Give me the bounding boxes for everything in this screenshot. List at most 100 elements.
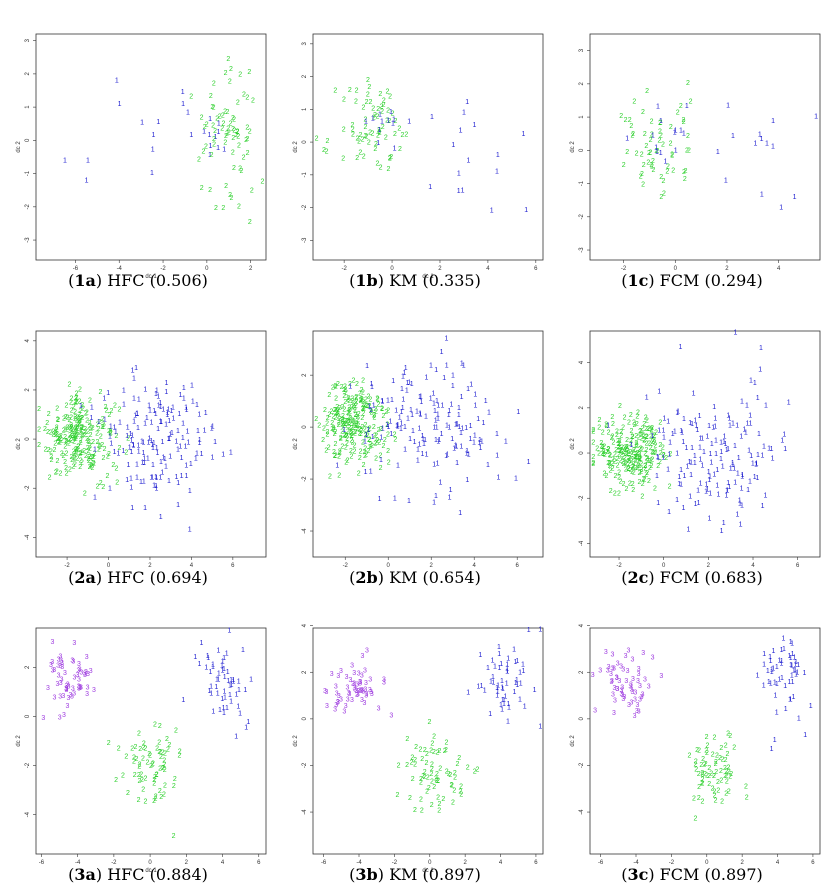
data-point-cluster-2: 2 — [205, 122, 209, 129]
data-point-cluster-2: 2 — [668, 483, 672, 490]
data-point-cluster-2: 2 — [133, 744, 137, 751]
panel-caption: (3c) FCM (0.897) — [621, 865, 763, 884]
data-point-cluster-2: 2 — [336, 409, 340, 416]
data-point-cluster-2: 2 — [452, 788, 456, 795]
data-point-cluster-2: 2 — [643, 477, 647, 484]
data-point-cluster-2: 2 — [340, 417, 344, 424]
data-point-cluster-2: 2 — [644, 463, 648, 470]
data-point-cluster-2: 2 — [720, 798, 724, 805]
data-point-cluster-2: 2 — [377, 427, 381, 434]
data-point-cluster-2: 2 — [343, 418, 347, 425]
plot-frame — [589, 627, 821, 855]
data-point-cluster-1: 1 — [371, 434, 375, 441]
data-point-cluster-1: 1 — [501, 686, 505, 693]
data-point-cluster-3: 3 — [67, 695, 71, 702]
data-point-cluster-1: 1 — [784, 706, 788, 713]
data-point-cluster-2: 2 — [70, 425, 74, 432]
data-point-cluster-2: 2 — [437, 801, 441, 808]
data-point-cluster-2: 2 — [648, 465, 652, 472]
data-point-cluster-2: 2 — [643, 131, 647, 138]
data-point-cluster-1: 1 — [452, 445, 456, 452]
data-point-cluster-2: 2 — [623, 449, 627, 456]
data-point-cluster-1: 1 — [726, 413, 730, 420]
data-point-cluster-1: 1 — [149, 438, 153, 445]
data-point-cluster-2: 2 — [640, 171, 644, 178]
data-point-cluster-2: 2 — [354, 421, 358, 428]
data-point-cluster-3: 3 — [83, 671, 87, 678]
data-point-cluster-2: 2 — [459, 791, 463, 798]
data-point-cluster-2: 2 — [644, 426, 648, 433]
data-point-cluster-1: 1 — [506, 719, 510, 726]
data-point-cluster-2: 2 — [379, 465, 383, 472]
data-point-cluster-2: 2 — [642, 421, 646, 428]
data-point-cluster-2: 2 — [80, 425, 84, 432]
data-point-cluster-2: 2 — [342, 393, 346, 400]
data-point-cluster-1: 1 — [155, 450, 159, 457]
data-point-cluster-2: 2 — [404, 132, 408, 139]
data-point-cluster-2: 2 — [317, 423, 321, 430]
data-point-cluster-2: 2 — [637, 452, 641, 459]
data-point-cluster-2: 2 — [364, 451, 368, 458]
data-point-cluster-2: 2 — [606, 460, 610, 467]
data-point-cluster-2: 2 — [727, 765, 731, 772]
data-point-cluster-2: 2 — [67, 417, 71, 424]
caption-method: KM — [389, 568, 418, 587]
data-point-cluster-2: 2 — [324, 448, 328, 455]
data-point-cluster-1: 1 — [659, 150, 663, 157]
data-point-cluster-2: 2 — [643, 465, 647, 472]
data-point-cluster-1: 1 — [505, 680, 509, 687]
data-point-cluster-1: 1 — [109, 441, 113, 448]
data-point-cluster-1: 1 — [740, 485, 744, 492]
data-point-cluster-2: 2 — [645, 417, 649, 424]
data-point-cluster-2: 2 — [68, 432, 72, 439]
y-tick-label: -4 — [25, 534, 31, 540]
data-point-cluster-1: 1 — [163, 456, 167, 463]
data-point-cluster-2: 2 — [124, 753, 128, 760]
y-tick-label: 1 — [579, 115, 585, 119]
data-point-cluster-1: 1 — [385, 422, 389, 429]
data-point-cluster-2: 2 — [223, 139, 227, 146]
data-point-cluster-1: 1 — [499, 661, 503, 668]
data-point-cluster-2: 2 — [353, 448, 357, 455]
data-point-cluster-2: 2 — [137, 764, 141, 771]
data-point-cluster-2: 2 — [100, 424, 104, 431]
data-point-cluster-2: 2 — [132, 755, 136, 762]
data-point-cluster-1: 1 — [749, 378, 753, 385]
data-point-cluster-2: 2 — [626, 448, 630, 455]
data-point-cluster-1: 1 — [182, 396, 186, 403]
data-point-cluster-2: 2 — [356, 422, 360, 429]
data-point-cluster-2: 2 — [138, 746, 142, 753]
data-point-cluster-2: 2 — [641, 425, 645, 432]
data-point-cluster-2: 2 — [343, 432, 347, 439]
data-point-cluster-2: 2 — [745, 795, 749, 802]
data-point-cluster-2: 2 — [634, 451, 638, 458]
data-point-cluster-2: 2 — [607, 429, 611, 436]
data-point-cluster-2: 2 — [72, 404, 76, 411]
data-point-cluster-2: 2 — [700, 781, 704, 788]
data-point-cluster-3: 3 — [620, 685, 624, 692]
data-point-cluster-2: 2 — [363, 446, 367, 453]
data-point-cluster-2: 2 — [345, 436, 349, 443]
data-point-cluster-1: 1 — [220, 696, 224, 703]
data-point-cluster-2: 2 — [610, 414, 614, 421]
data-point-cluster-1: 1 — [505, 661, 509, 668]
data-point-cluster-1: 1 — [698, 413, 702, 420]
data-point-cluster-2: 2 — [636, 410, 640, 417]
data-point-cluster-1: 1 — [135, 461, 139, 468]
data-point-cluster-3: 3 — [357, 670, 361, 677]
data-point-cluster-3: 3 — [615, 686, 619, 693]
data-point-cluster-1: 1 — [751, 461, 755, 468]
data-point-cluster-2: 2 — [65, 439, 69, 446]
data-point-cluster-1: 1 — [207, 688, 211, 695]
x-tick-label: 0 — [428, 860, 432, 866]
data-point-cluster-2: 2 — [617, 469, 621, 476]
y-tick-label: -1 — [25, 170, 31, 176]
data-point-cluster-1: 1 — [783, 446, 787, 453]
data-point-cluster-3: 3 — [619, 687, 623, 694]
data-point-cluster-2: 2 — [420, 756, 424, 763]
x-tick-label: -4 — [75, 860, 81, 866]
data-point-cluster-2: 2 — [368, 444, 372, 451]
y-tick-label: 4 — [302, 623, 308, 627]
data-point-cluster-1: 1 — [773, 737, 777, 744]
